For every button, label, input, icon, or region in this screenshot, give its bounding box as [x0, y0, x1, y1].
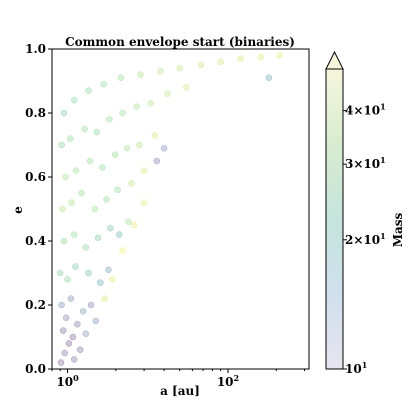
colorbar-extend-arrow: [325, 50, 344, 70]
scatter-point: [265, 74, 273, 82]
scatter-point: [109, 276, 116, 283]
scatter-point: [67, 135, 74, 142]
y-tick-label: 0.4: [25, 234, 46, 248]
scatter-point: [136, 141, 143, 149]
scatter-point: [72, 167, 80, 174]
scatter-point: [85, 87, 92, 94]
y-tick-label: 0.0: [25, 362, 46, 376]
scatter-point: [67, 295, 75, 302]
scatter-point: [97, 279, 104, 286]
scatter-point: [82, 244, 90, 251]
scatter-point: [197, 61, 205, 69]
scatter-point: [70, 96, 78, 104]
scatter-point: [74, 320, 81, 328]
scatter-point: [58, 301, 65, 309]
scatter-point: [128, 180, 135, 187]
scatter-point: [276, 52, 283, 59]
scatter-point: [160, 144, 168, 152]
scatter-point: [87, 301, 95, 309]
scatter-point: [119, 109, 126, 117]
y-tick-label: 0.2: [25, 298, 46, 312]
scatter-point: [107, 224, 114, 232]
scatter-point: [69, 333, 77, 341]
scatter-point: [57, 359, 65, 366]
scatter-point: [62, 314, 70, 322]
scatter-point: [130, 221, 138, 229]
scatter-point: [106, 116, 113, 123]
scatter-point: [100, 80, 107, 88]
scatter-point: [92, 317, 100, 325]
scatter-point: [164, 90, 171, 98]
scatter-point: [56, 269, 64, 277]
y-axis-ticks: 0.0 0.2 0.4 0.6 0.8 1.0: [25, 42, 52, 376]
scatter-point: [176, 64, 183, 72]
scatter-point: [72, 263, 79, 270]
scatter-point: [59, 205, 66, 213]
scatter-point: [65, 340, 73, 347]
scatter-point: [237, 55, 244, 62]
scatter-point: [94, 234, 102, 242]
scatter-point: [111, 151, 119, 158]
y-tick-label: 0.8: [25, 106, 46, 120]
scatter-point: [99, 164, 106, 171]
scatter-point: [81, 125, 88, 133]
scatter-point: [58, 141, 65, 149]
chart-title: Common envelope start (binaries): [65, 35, 295, 49]
scatter-point: [101, 295, 108, 302]
colorbar-label: Mass: [391, 212, 405, 247]
scatter-point: [91, 205, 99, 213]
scatter-point: [147, 100, 154, 107]
x-tick-label: 100: [56, 373, 79, 389]
scatter-point: [79, 308, 87, 315]
scatter-point: [70, 231, 78, 238]
scatter-point: [85, 269, 92, 277]
scatter-point: [137, 71, 144, 78]
scatter-point: [103, 196, 110, 203]
scatter-point: [157, 68, 164, 75]
scatter-point: [140, 199, 148, 206]
scatter-point: [119, 247, 126, 254]
scatter-point: [76, 346, 84, 354]
scatter-point: [64, 276, 71, 283]
scatter-point: [62, 173, 69, 181]
colorbar-body: [325, 68, 344, 370]
scatter-point: [68, 199, 75, 206]
scatter-point: [257, 53, 264, 61]
scatter-point: [123, 144, 131, 152]
colorbar-tick-label: 4×101: [345, 102, 386, 118]
scatter-point: [82, 330, 90, 338]
plot-frame: [51, 48, 310, 370]
scatter-point: [105, 266, 112, 274]
y-tick-label: 0.6: [25, 170, 46, 184]
colorbar: 101 2×101 3×101 4×101 Mass: [325, 50, 405, 376]
scatter-point: [60, 237, 68, 245]
colorbar-tick-label: 2×101: [345, 231, 386, 247]
scatter-points: [56, 52, 283, 366]
colorbar-ticks: 101 2×101 3×101 4×101: [343, 102, 386, 376]
x-tick-label: 102: [217, 373, 239, 389]
x-axis-title: a [au]: [160, 384, 200, 398]
scatter-point: [61, 349, 68, 357]
scatter-point: [86, 157, 94, 165]
scatter-point: [217, 58, 224, 66]
y-tick-label: 1.0: [25, 42, 46, 56]
colorbar-tick-label: 101: [345, 360, 367, 376]
scatter-point: [140, 167, 148, 174]
scatter-point: [93, 128, 100, 136]
scatter-point: [183, 84, 190, 91]
scatter-point: [78, 189, 85, 197]
scatter-point: [115, 231, 123, 238]
scatter-point: [70, 356, 78, 363]
scatter-point: [153, 157, 161, 165]
scatter-point: [117, 74, 125, 82]
scatter-point: [114, 186, 121, 194]
colorbar-tick-label: 3×101: [345, 155, 386, 171]
scatter-point: [151, 132, 159, 139]
scatter-point: [59, 327, 67, 334]
scatter-point: [133, 103, 140, 110]
y-axis-title: e: [11, 206, 25, 214]
scatter-point: [60, 109, 68, 117]
scatter-point: [125, 218, 132, 226]
